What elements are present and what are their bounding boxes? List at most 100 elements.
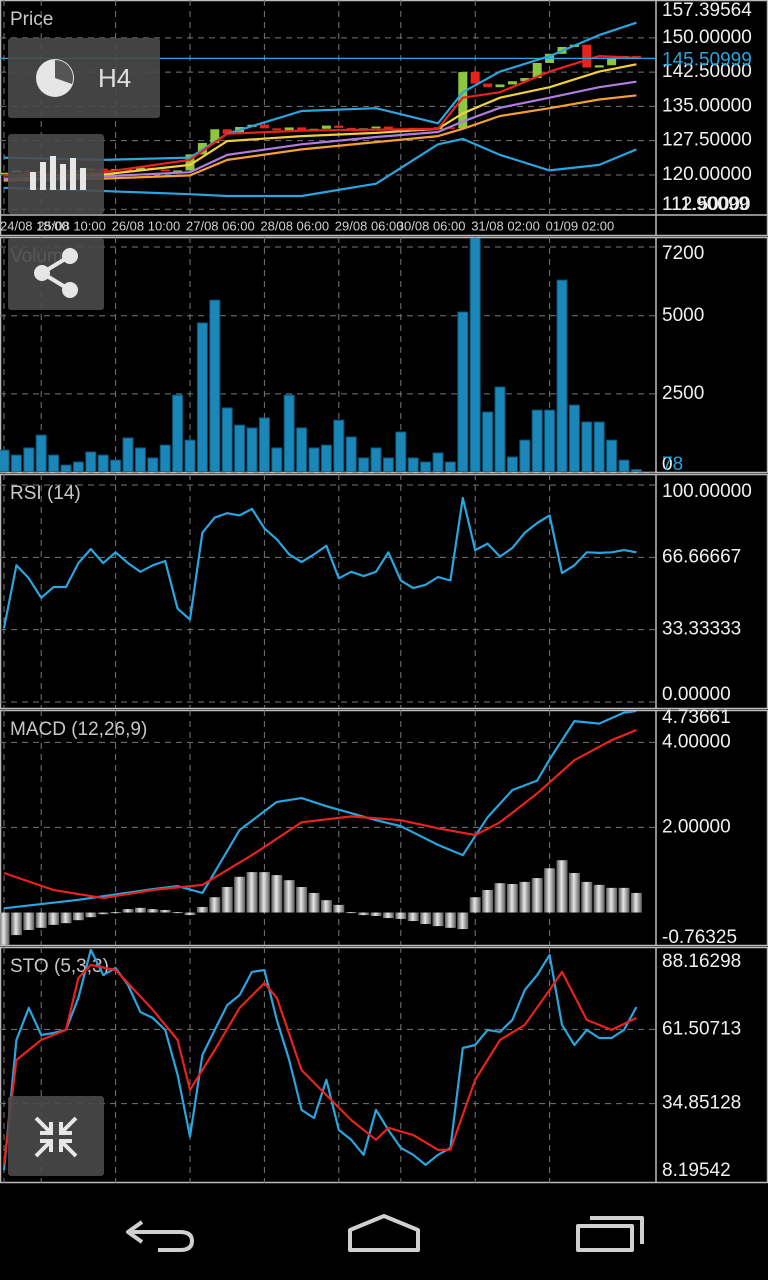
histogram-bar	[258, 872, 270, 913]
candle	[594, 65, 604, 68]
histogram-bar	[221, 886, 233, 913]
y-tick-label: 100.00000	[662, 481, 752, 502]
volume-bar	[35, 434, 47, 472]
panel-title: Price	[10, 9, 53, 30]
series-line	[3, 137, 637, 198]
histogram-bar	[122, 909, 134, 913]
home-button[interactable]	[348, 1214, 420, 1252]
volume-bar	[10, 454, 22, 472]
recents-button[interactable]	[576, 1216, 644, 1252]
x-tick-label: 27/08 06:00	[186, 218, 255, 233]
series-line	[3, 21, 637, 161]
series-line	[3, 80, 637, 180]
y-tick-label: 120.00000	[662, 164, 752, 185]
candle	[607, 58, 617, 66]
y-tick-label: 33.33333	[662, 619, 741, 640]
histogram-bar	[630, 892, 642, 913]
y-limit-label: 8.19542	[662, 1160, 731, 1181]
collapse-button[interactable]	[8, 1096, 104, 1176]
volume-bar	[147, 457, 159, 472]
histogram-bar	[469, 897, 481, 913]
candle	[135, 167, 145, 170]
volume-bar	[606, 439, 618, 472]
series-line	[3, 711, 637, 910]
last-value-label: 78	[662, 454, 683, 475]
volume-bar	[110, 459, 122, 472]
volume-bar	[432, 452, 444, 472]
volume-bar	[630, 469, 642, 472]
histogram-bar	[296, 886, 308, 913]
histogram-bar	[358, 912, 370, 916]
y-limit-label: 4.73661	[662, 707, 731, 728]
plot-area	[0, 711, 642, 945]
volume-bar	[246, 427, 258, 472]
histogram-bar	[568, 872, 580, 913]
y-limit-label: 157.39564	[662, 0, 752, 21]
candle	[0, 172, 9, 175]
volume-bar	[407, 457, 419, 472]
candle	[346, 127, 356, 130]
y-tick-label: 127.50000	[662, 130, 752, 151]
volume-bar	[531, 409, 543, 472]
histogram-bar	[506, 884, 518, 913]
back-button[interactable]	[126, 1220, 194, 1252]
histogram-bar	[308, 892, 320, 913]
histogram-bar	[134, 907, 146, 913]
plot-area	[0, 238, 642, 472]
x-tick-label: 01/09 02:00	[546, 218, 615, 233]
volume-bar	[85, 451, 97, 472]
histogram-bar	[581, 881, 593, 913]
volume-bar	[159, 444, 171, 472]
y-tick-label: 2500	[662, 383, 704, 404]
histogram-bar	[159, 909, 171, 913]
x-tick-label: 30/08 06:00	[397, 218, 466, 233]
volume-bar	[618, 459, 630, 472]
histogram-bar	[606, 887, 618, 913]
series-line	[3, 63, 637, 177]
volume-bar	[345, 436, 357, 472]
volume-bar	[283, 394, 295, 472]
candle	[297, 127, 307, 132]
volume-bar	[271, 447, 283, 472]
candle	[445, 127, 455, 129]
candle	[173, 170, 183, 172]
volume-bar	[320, 444, 332, 472]
histogram-bar	[618, 887, 630, 913]
y-tick-label: 142.50000	[662, 61, 752, 82]
volume-bar	[581, 421, 593, 472]
y-tick-label: 61.50713	[662, 1018, 741, 1039]
histogram-bar	[85, 912, 97, 918]
volume-bar	[0, 449, 10, 472]
volume-bar	[382, 457, 394, 472]
volume-bar	[457, 311, 469, 472]
panel-title: RSI (14)	[10, 483, 81, 504]
y-limit-label: 88.16298	[662, 951, 741, 972]
navigation-bar	[0, 1184, 768, 1280]
candle	[483, 83, 493, 88]
histogram-bar	[283, 880, 295, 913]
timeframe-label[interactable]: H4	[98, 63, 131, 93]
indicators-button[interactable]	[8, 134, 104, 214]
histogram-bar	[395, 912, 407, 919]
histogram-bar	[320, 900, 332, 913]
candle	[371, 126, 381, 129]
volume-bar	[221, 407, 233, 472]
histogram-bar	[407, 912, 419, 922]
histogram-bar	[544, 868, 556, 913]
volume-bar	[519, 439, 531, 472]
y-tick-label: 34.85128	[662, 1093, 741, 1114]
histogram-bar	[35, 912, 47, 928]
candle	[222, 129, 232, 134]
series-line	[3, 94, 637, 182]
panel: 7200500025000Volume78	[0, 236, 768, 475]
volume-bar	[296, 427, 308, 472]
candle	[272, 128, 282, 131]
volume-bar	[556, 279, 568, 472]
share-button[interactable]	[8, 238, 104, 310]
timeframe-button[interactable]: H4	[8, 38, 160, 118]
y-tick-label: 150.00000	[662, 27, 752, 48]
series-line	[2, 963, 637, 1166]
series-line	[3, 728, 637, 900]
plot-area	[2, 948, 638, 1171]
last-price-label: 145.50999	[662, 49, 752, 70]
